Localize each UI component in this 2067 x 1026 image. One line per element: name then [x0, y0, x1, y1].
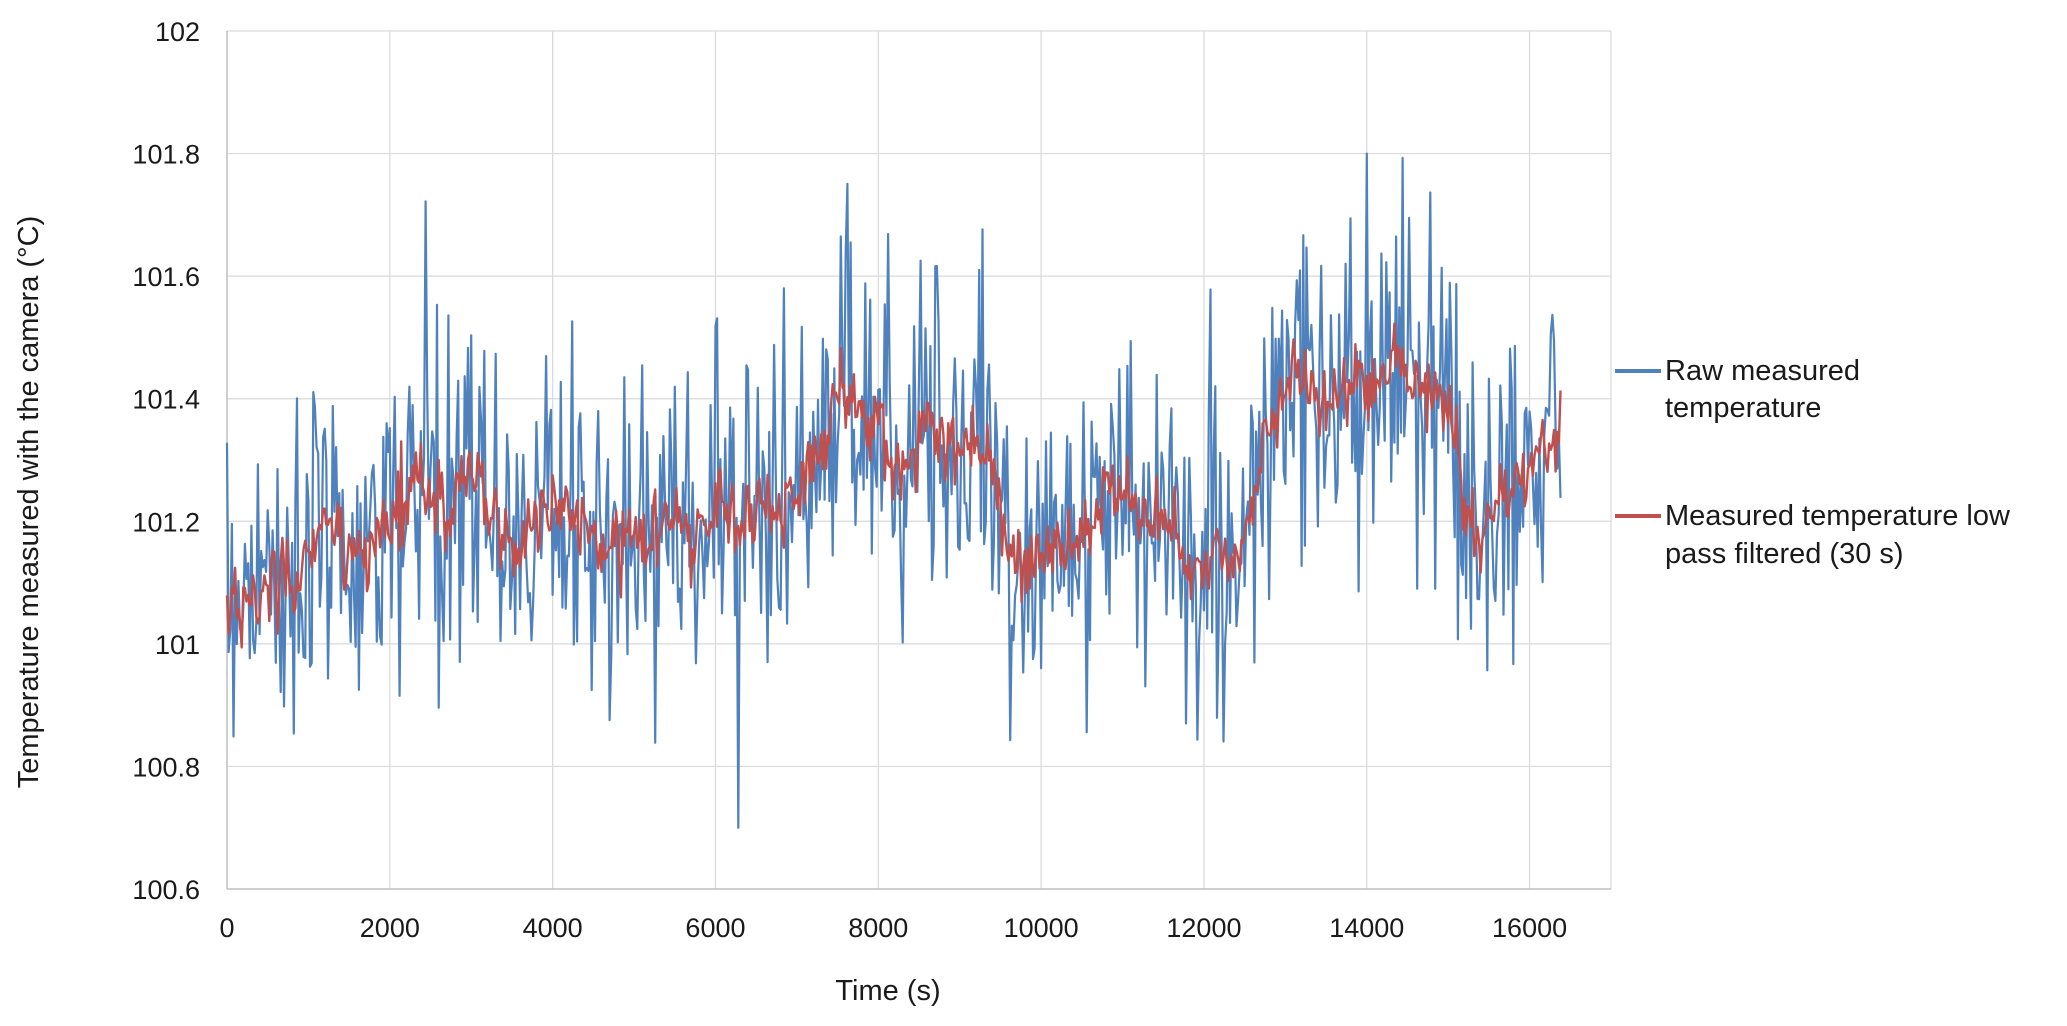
x-tick-label: 8000 — [848, 913, 908, 943]
y-tick-label: 102 — [155, 17, 200, 47]
x-tick-label: 16000 — [1492, 913, 1567, 943]
x-tick-label: 2000 — [360, 913, 420, 943]
tick-labels: 0 2000 4000 6000 8000 10000 12000 14000 16000 100… — [132, 17, 1567, 943]
x-tick-label: 4000 — [523, 913, 583, 943]
legend-label-raw-line-2: temperature — [1665, 392, 1821, 424]
y-tick-label: 100.8 — [132, 752, 200, 782]
x-axis-title: Time (s) — [835, 975, 940, 1007]
y-tick-label: 100.6 — [132, 875, 200, 905]
x-tick-label: 6000 — [685, 913, 745, 943]
series-line-filtered — [225, 322, 1562, 649]
x-tick-label: 0 — [219, 913, 234, 943]
plot-area — [225, 152, 1562, 829]
legend-label-filtered: Measured temperature low pass filtered (… — [1665, 500, 2018, 570]
legend-item-raw: Raw measured temperature — [1615, 355, 1868, 424]
x-tick-label: 14000 — [1329, 913, 1404, 943]
y-tick-label: 101 — [155, 630, 200, 660]
legend-label-raw: Raw measured temperature — [1665, 355, 1868, 424]
x-tick-label: 10000 — [1004, 913, 1079, 943]
y-tick-label: 101.6 — [132, 262, 200, 292]
legend-label-filtered-line-1: Measured temperature low — [1665, 500, 2011, 532]
legend: Raw measured temperature Measured temper… — [1615, 355, 2018, 570]
y-axis-title: Temperature measured with the camera (°C… — [13, 216, 45, 788]
y-tick-label: 101.2 — [132, 507, 200, 537]
legend-item-filtered: Measured temperature low pass filtered (… — [1615, 500, 2018, 570]
y-tick-label: 101.4 — [132, 385, 200, 415]
y-tick-label: 101.8 — [132, 140, 200, 170]
x-tick-label: 12000 — [1166, 913, 1241, 943]
legend-label-raw-line-1: Raw measured — [1665, 355, 1860, 387]
legend-label-filtered-line-2: pass filtered (30 s) — [1665, 538, 1904, 570]
